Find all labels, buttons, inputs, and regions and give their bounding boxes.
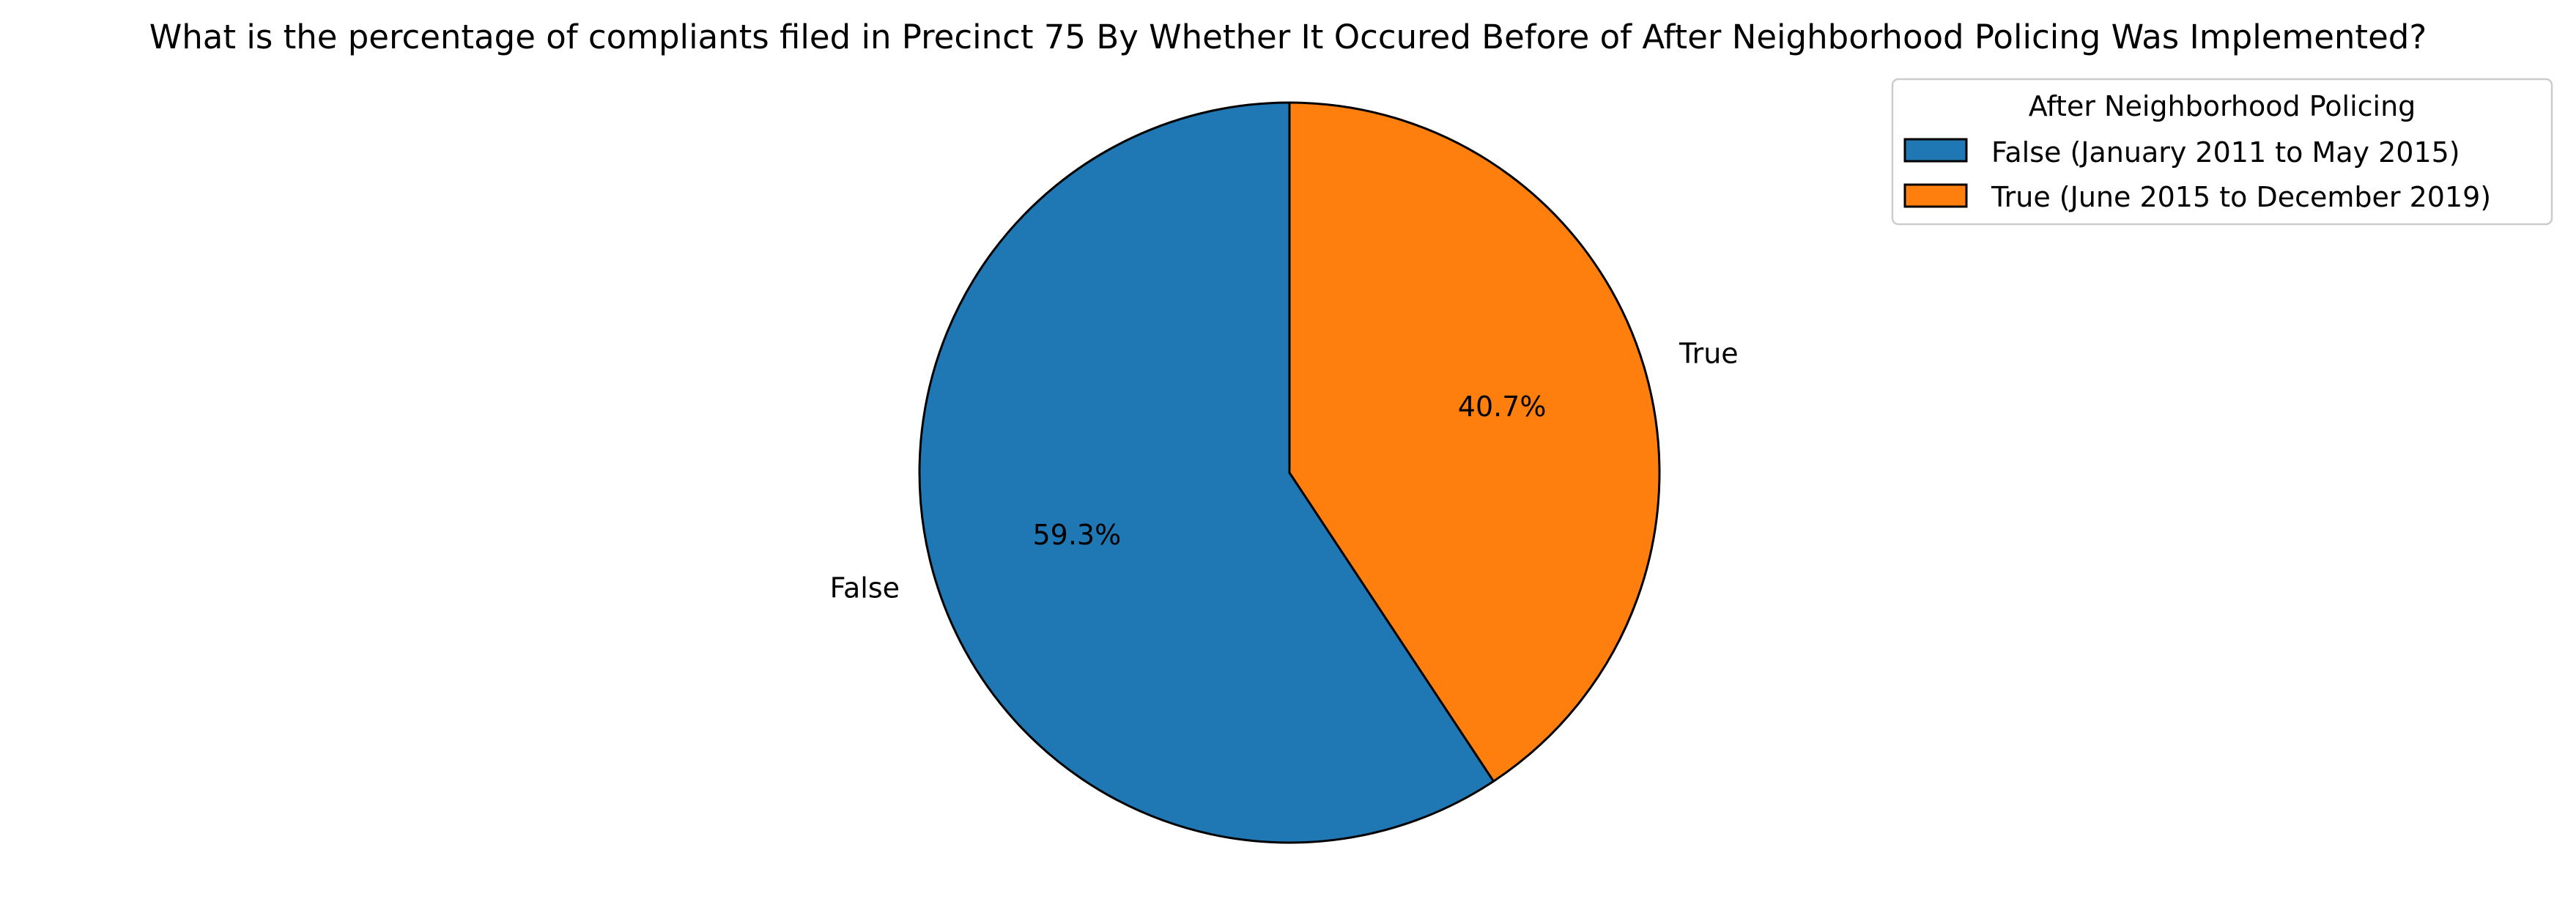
pie-slices bbox=[918, 101, 1661, 844]
chart-title: What is the percentage of compliants fil… bbox=[149, 18, 2427, 56]
legend-swatch-false bbox=[1903, 138, 1968, 163]
pie-slice-true bbox=[1288, 101, 1661, 783]
slice-label-true: True bbox=[1679, 337, 1739, 369]
legend-swatch-true bbox=[1903, 183, 1968, 208]
slice-labels: False True bbox=[830, 337, 1739, 604]
pie-slice-false bbox=[918, 101, 1495, 844]
slice-percentage-true: 40.7% bbox=[1458, 391, 1547, 423]
legend-entry-true: True (June 2015 to December 2019) bbox=[1991, 181, 2491, 213]
legend-entry-false: False (January 2011 to May 2015) bbox=[1991, 136, 2460, 169]
slice-label-false: False bbox=[830, 572, 900, 605]
slice-percentage-false: 59.3% bbox=[1032, 519, 1121, 551]
percentage-labels: 59.3% 40.7% bbox=[1032, 391, 1546, 551]
legend: After Neighborhood Policing False (Janua… bbox=[1891, 78, 2553, 226]
legend-frame bbox=[1891, 78, 2553, 226]
legend-title: After Neighborhood Policing bbox=[2029, 90, 2416, 122]
